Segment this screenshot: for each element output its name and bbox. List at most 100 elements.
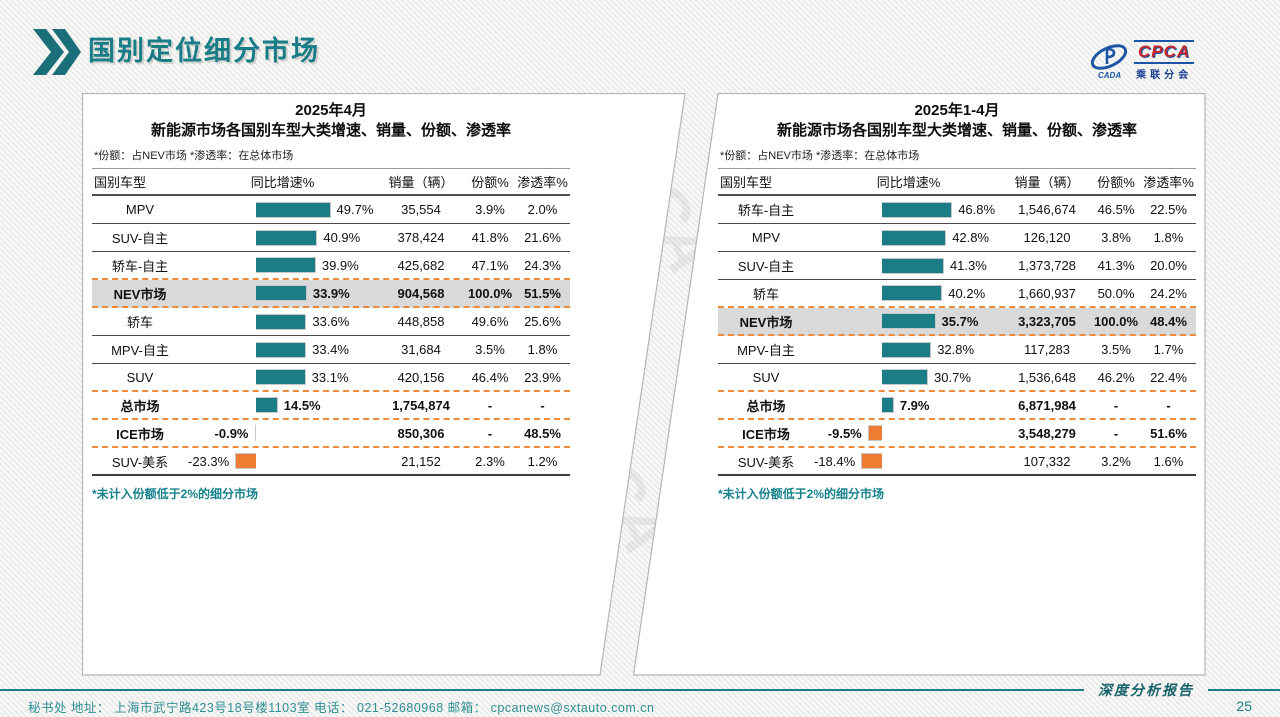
- growth-label: -23.3%: [188, 453, 230, 469]
- growth-label: 49.7%: [336, 202, 374, 217]
- positive-bar-zone: 46.8%: [882, 201, 1003, 218]
- growth-bar-cell: 42.8%: [814, 224, 1003, 251]
- sales-cell: 1,546,674: [1018, 202, 1076, 217]
- table-row: SUV 30.7% 1,536,648 46.2% 22.4%: [718, 364, 1196, 392]
- sales-cell: 1,754,874: [392, 397, 450, 413]
- vehicle-type-cell: 轿车: [126, 315, 153, 330]
- share-cell: 3.9%: [475, 202, 505, 217]
- table-title-line1: 2025年1-4月: [914, 102, 1000, 119]
- growth-bar: [882, 229, 947, 246]
- sales-cell: 3,323,705: [1018, 313, 1076, 329]
- table-note: *份额：占NEV市场 *渗透率：在总体市场: [94, 150, 294, 162]
- penetration-cell: 25.6%: [524, 314, 561, 329]
- penetration-cell: -: [540, 397, 545, 413]
- positive-bar-zone: 32.8%: [882, 341, 1003, 358]
- penetration-cell: 21.6%: [524, 230, 561, 245]
- footer-divider: 深度分析报告: [0, 682, 1280, 699]
- growth-bar-cell: 41.3%: [814, 252, 1003, 279]
- growth-bar-cell: -0.9%: [188, 420, 377, 446]
- table-row: 总市场 7.9% 6,871,984 - -: [718, 392, 1196, 420]
- sales-cell: 3,548,279: [1018, 425, 1076, 441]
- growth-bar: [882, 397, 894, 413]
- vehicle-type-cell: MPV-自主: [737, 343, 795, 358]
- panel-jan-april: 2025年1-4月 新能源市场各国别车型大类增速、销量、份额、渗透率 *份额：占…: [633, 93, 1206, 676]
- col-header-vehicle-type: 国别车型: [720, 175, 773, 190]
- table-row: NEV市场 33.9% 904,568 100.0% 51.5%: [92, 280, 570, 308]
- growth-bar: [882, 257, 944, 274]
- penetration-cell: 2.0%: [527, 202, 558, 217]
- table-row: NEV市场 35.7% 3,323,705 100.0% 48.4%: [718, 308, 1196, 336]
- growth-label: -0.9%: [214, 425, 249, 441]
- panel-april: 2025年4月 新能源市场各国别车型大类增速、销量、份额、渗透率 *份额：占NE…: [82, 93, 690, 676]
- table-row: SUV-美系 -23.3% 21,152 2.3% 1.2%: [92, 448, 570, 476]
- growth-bar: [256, 341, 307, 358]
- panel-outline: [82, 93, 686, 676]
- vehicle-type-cell: MPV: [125, 202, 155, 217]
- share-cell: 3.2%: [1101, 453, 1131, 469]
- sales-cell: 31,684: [401, 342, 441, 357]
- col-header-share: 份额%: [1097, 175, 1135, 190]
- table-row: SUV-自主 41.3% 1,373,728 41.3% 20.0%: [718, 252, 1196, 280]
- positive-bar-zone: 49.7%: [256, 201, 377, 218]
- penetration-cell: 1.7%: [1153, 342, 1184, 357]
- vehicle-type-cell: 轿车: [752, 286, 779, 302]
- growth-bar: [256, 313, 307, 330]
- growth-label: 7.9%: [899, 397, 930, 413]
- growth-bar: [882, 201, 953, 218]
- vehicle-type-cell: MPV-自主: [111, 343, 169, 358]
- growth-bar: [256, 369, 306, 385]
- growth-bar-cell: 33.9%: [188, 280, 377, 306]
- page-title: 国别定位细分市场: [88, 36, 320, 66]
- growth-bar: [882, 285, 943, 301]
- vehicle-type-cell: ICE市场: [116, 426, 164, 442]
- growth-bar-cell: 7.9%: [814, 392, 1003, 418]
- sales-cell: 420,156: [397, 369, 445, 385]
- logo-text-en: CPCA: [1134, 40, 1195, 64]
- growth-bar-cell: 40.2%: [814, 280, 1003, 306]
- growth-bar: [882, 369, 929, 385]
- sales-cell: 904,568: [397, 285, 445, 301]
- penetration-cell: 23.9%: [524, 369, 561, 385]
- cpca-swirl-icon: CADA: [1090, 43, 1128, 80]
- vehicle-type-cell: SUV-自主: [111, 231, 169, 246]
- table-title-line1: 2025年4月: [295, 102, 367, 119]
- table-row: 轿车-自主 39.9% 425,682 47.1% 24.3%: [92, 252, 570, 280]
- share-cell: -: [487, 425, 493, 441]
- page-number: 25: [1236, 698, 1252, 714]
- growth-label: 33.4%: [312, 342, 349, 357]
- growth-label: 40.9%: [323, 230, 361, 245]
- growth-label: 14.5%: [283, 397, 321, 413]
- table-row: SUV-自主 40.9% 378,424 41.8% 21.6%: [92, 224, 570, 252]
- col-header-share: 份额%: [471, 175, 509, 190]
- growth-label: 46.8%: [958, 202, 996, 217]
- positive-bar-zone: 39.9%: [256, 257, 377, 273]
- negative-bar-zone: -23.3%: [188, 453, 256, 469]
- vehicle-type-cell: SUV-美系: [737, 454, 795, 470]
- sales-cell: 35,554: [401, 202, 441, 217]
- table-row: MPV 49.7% 35,554 3.9% 2.0%: [92, 196, 570, 224]
- col-header-penetration: 渗透率%: [1143, 175, 1194, 190]
- growth-bar: [235, 453, 256, 469]
- penetration-cell: 20.0%: [1150, 258, 1187, 273]
- growth-bar: [256, 285, 307, 301]
- share-cell: 100.0%: [467, 285, 513, 301]
- growth-label: 33.6%: [312, 314, 350, 329]
- growth-bar: [256, 397, 278, 413]
- col-header-sales: 销量（辆）: [388, 175, 454, 190]
- vehicle-type-cell: NEV市场: [113, 286, 167, 302]
- growth-bar-cell: 14.5%: [188, 392, 377, 418]
- growth-bar-cell: -23.3%: [188, 448, 377, 474]
- table-title-line2: 新能源市场各国别车型大类增速、销量、份额、渗透率: [776, 122, 1137, 139]
- sales-cell: 126,120: [1023, 230, 1071, 245]
- table-row: MPV-自主 32.8% 117,283 3.5% 1.7%: [718, 336, 1196, 364]
- table-row: ICE市场 -0.9% 850,306 - 48.5%: [92, 420, 570, 448]
- negative-bar-zone: -18.4%: [814, 453, 882, 469]
- col-header-sales: 销量（辆）: [1014, 175, 1080, 190]
- divider-line: [0, 689, 1084, 691]
- growth-bar-cell: 32.8%: [814, 336, 1003, 363]
- growth-label: 41.3%: [949, 258, 987, 273]
- growth-bar: [256, 229, 318, 246]
- negative-bar-zone: -0.9%: [188, 425, 256, 441]
- table-note: *份额：占NEV市场 *渗透率：在总体市场: [720, 150, 920, 162]
- table-row: SUV-美系 -18.4% 107,332 3.2% 1.6%: [718, 448, 1196, 476]
